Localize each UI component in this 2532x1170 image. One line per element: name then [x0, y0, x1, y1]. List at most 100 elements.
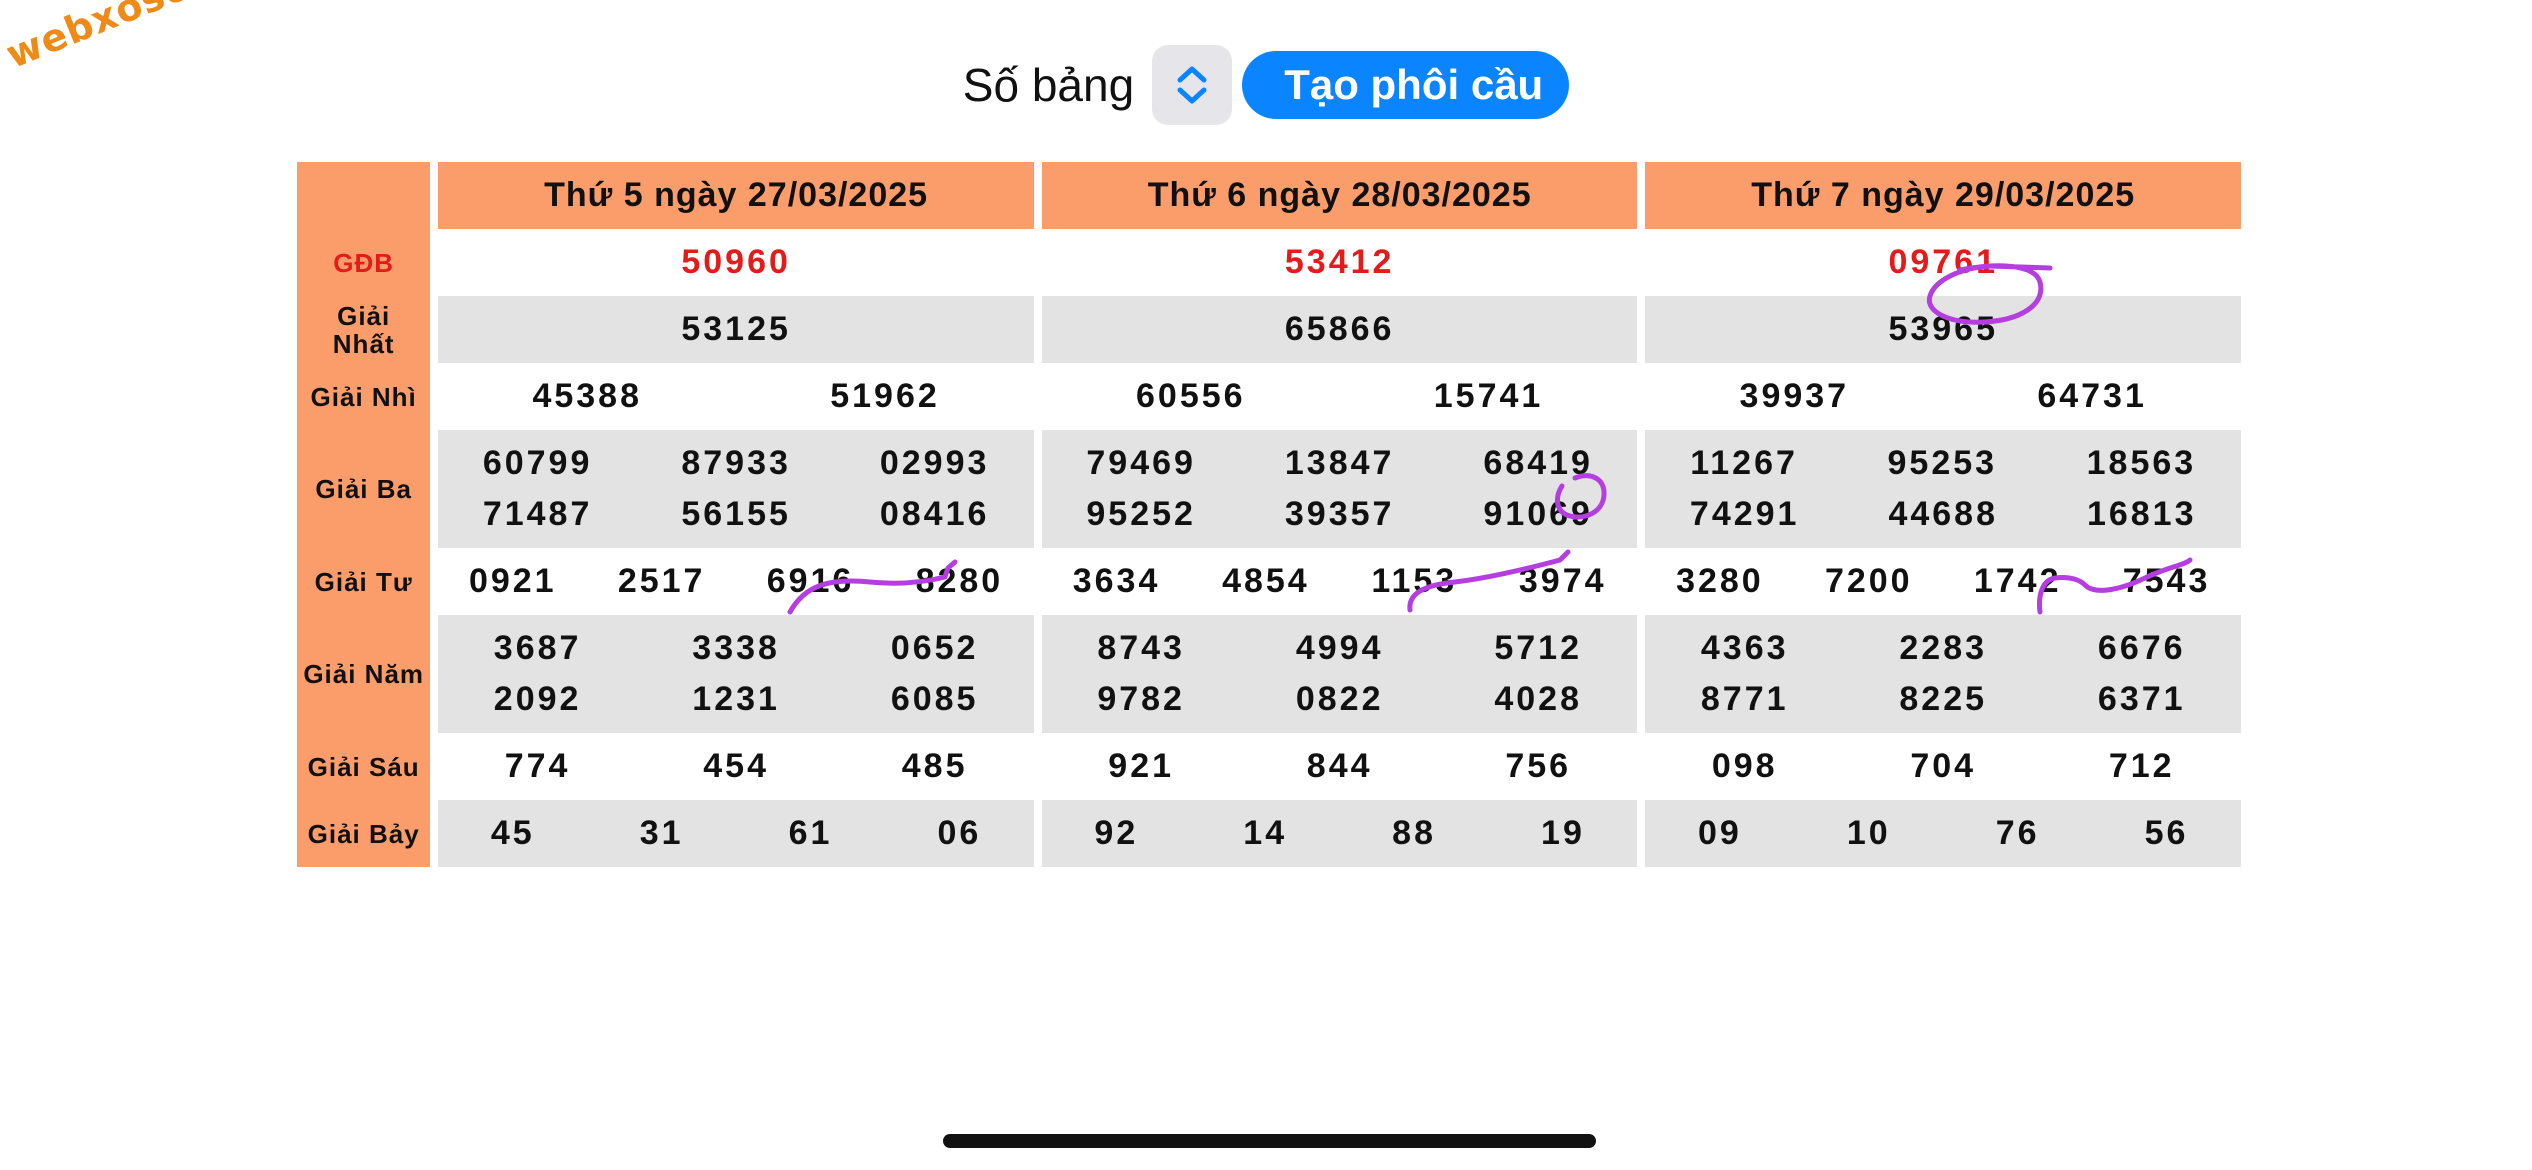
- sau-number: 098: [1711, 747, 1778, 785]
- tu-number: 0921: [468, 562, 557, 600]
- table-count-stepper[interactable]: [1152, 45, 1233, 125]
- label-nhat: Giải Nhất: [297, 296, 431, 363]
- nam-number: 1231: [692, 680, 780, 718]
- tu-number: 2517: [617, 562, 706, 600]
- tu-number: 7543: [2122, 562, 2211, 600]
- header-row: Thứ 5 ngày 27/03/2025 Thứ 6 ngày 28/03/2…: [297, 162, 2241, 229]
- day-header: Thứ 7 ngày 29/03/2025: [1645, 162, 2241, 229]
- bay-number: 19: [1541, 814, 1585, 852]
- day-header: Thứ 6 ngày 28/03/2025: [1041, 162, 1638, 229]
- tu-number: 6916: [766, 562, 855, 600]
- ba-number: 79469: [1086, 444, 1196, 482]
- label-nhi: Giải Nhì: [297, 363, 431, 430]
- gdb-number: 09761: [1888, 243, 1998, 281]
- row-tu: Giải Tư 0921 2517 6916 8280 3634 4854 11…: [297, 548, 2241, 615]
- label-gdb: GĐB: [297, 229, 431, 296]
- row-ba: Giải Ba 60799 87933 02993 71487 56155 08…: [297, 430, 2241, 548]
- tu-number: 8280: [915, 562, 1004, 600]
- bay-number: 76: [1995, 814, 2040, 852]
- bay-number: 31: [639, 814, 684, 852]
- sau-number: 756: [1505, 747, 1572, 785]
- tu-number: 3634: [1072, 562, 1161, 600]
- ba-number: 18563: [2086, 444, 2197, 482]
- nam-number: 4363: [1700, 629, 1789, 667]
- nhat-number: 53125: [681, 310, 791, 348]
- bay-number: 88: [1392, 814, 1436, 852]
- row-nam: Giải Năm 3687 3338 0652 2092 1231 6085 8…: [297, 615, 2241, 733]
- ba-number: 56155: [681, 495, 791, 533]
- ba-number: 16813: [2086, 495, 2197, 533]
- bay-number: 61: [788, 814, 833, 852]
- bay-number: 45: [490, 814, 535, 852]
- bay-number: 06: [937, 814, 982, 852]
- nam-number: 8743: [1097, 629, 1185, 667]
- tu-number: 3280: [1676, 562, 1764, 600]
- ba-number: 95252: [1086, 495, 1196, 533]
- nam-number: 8771: [1700, 680, 1789, 718]
- nam-number: 5712: [1494, 629, 1582, 667]
- tu-number: 1153: [1371, 562, 1458, 600]
- nhat-number: 53965: [1888, 310, 1998, 348]
- results-table: Thứ 5 ngày 27/03/2025 Thứ 6 ngày 28/03/2…: [289, 162, 2249, 867]
- nhi-number: 39937: [1739, 377, 1850, 415]
- row-gdb: GĐB 50960 53412 09761: [297, 229, 2241, 296]
- sau-number: 712: [2108, 747, 2175, 785]
- ba-number: 68419: [1483, 444, 1593, 482]
- nam-number: 8225: [1899, 680, 1988, 718]
- ba-number: 44688: [1888, 495, 1998, 533]
- header-corner: [297, 162, 431, 229]
- ba-number: 74291: [1689, 495, 1800, 533]
- gdb-number: 50960: [681, 243, 791, 281]
- create-pattern-button[interactable]: Tạo phôi cầu: [1242, 51, 1570, 119]
- nam-number: 6085: [890, 680, 979, 718]
- nam-number: 6676: [2097, 629, 2186, 667]
- row-sau: Giải Sáu 774 454 485 921 844 756 098 704…: [297, 733, 2241, 800]
- nhi-number: 15741: [1433, 377, 1544, 415]
- tu-number: 4854: [1222, 562, 1310, 600]
- nam-number: 9782: [1097, 680, 1185, 718]
- nam-number: 0652: [890, 629, 979, 667]
- nam-number: 3687: [493, 629, 582, 667]
- row-bay: Giải Bảy 45 31 61 06 92 14 88 19 09 10 7…: [297, 800, 2241, 867]
- nam-number: 4994: [1295, 629, 1384, 667]
- sau-number: 921: [1108, 747, 1175, 785]
- ba-number: 91069: [1483, 495, 1593, 533]
- sau-number: 704: [1910, 747, 1977, 785]
- nam-number: 2283: [1899, 629, 1988, 667]
- nam-number: 6371: [2097, 680, 2186, 718]
- ba-number: 71487: [482, 495, 593, 533]
- row-nhat: Giải Nhất 53125 65866 53965: [297, 296, 2241, 363]
- tu-number: 3974: [1518, 562, 1607, 600]
- ba-number: 39357: [1284, 495, 1395, 533]
- nam-number: 2092: [493, 680, 582, 718]
- bay-number: 56: [2144, 814, 2189, 852]
- ba-number: 02993: [879, 444, 990, 482]
- sau-number: 485: [901, 747, 968, 785]
- bay-number: 14: [1243, 814, 1288, 852]
- label-sau: Giải Sáu: [297, 733, 431, 800]
- sau-number: 844: [1306, 747, 1373, 785]
- bay-number: 10: [1846, 814, 1891, 852]
- label-tu: Giải Tư: [297, 548, 431, 615]
- sau-number: 454: [703, 747, 769, 785]
- table-count-controls: Số bảng Tạo phôi cầu: [0, 40, 2532, 130]
- nhi-number: 60556: [1136, 377, 1246, 415]
- sau-number: 774: [504, 747, 571, 785]
- tu-number: 7200: [1824, 562, 1913, 600]
- bay-number: 92: [1094, 814, 1139, 852]
- ba-number: 08416: [879, 495, 990, 533]
- bay-number: 09: [1697, 814, 1742, 852]
- nhi-number: 45388: [532, 377, 642, 415]
- home-indicator: [943, 1134, 1596, 1148]
- nhat-number: 65866: [1284, 310, 1395, 348]
- nam-number: 0822: [1295, 680, 1384, 718]
- ba-number: 60799: [482, 444, 593, 482]
- tu-number: 1742: [1973, 562, 2062, 600]
- ba-number: 11267: [1690, 444, 1798, 482]
- nam-number: 3338: [692, 629, 780, 667]
- day-header: Thứ 5 ngày 27/03/2025: [438, 162, 1034, 229]
- nhi-number: 51962: [830, 377, 940, 415]
- label-bay: Giải Bảy: [297, 800, 431, 867]
- gdb-number: 53412: [1284, 243, 1395, 281]
- chevron-up-down-icon: [1177, 66, 1207, 104]
